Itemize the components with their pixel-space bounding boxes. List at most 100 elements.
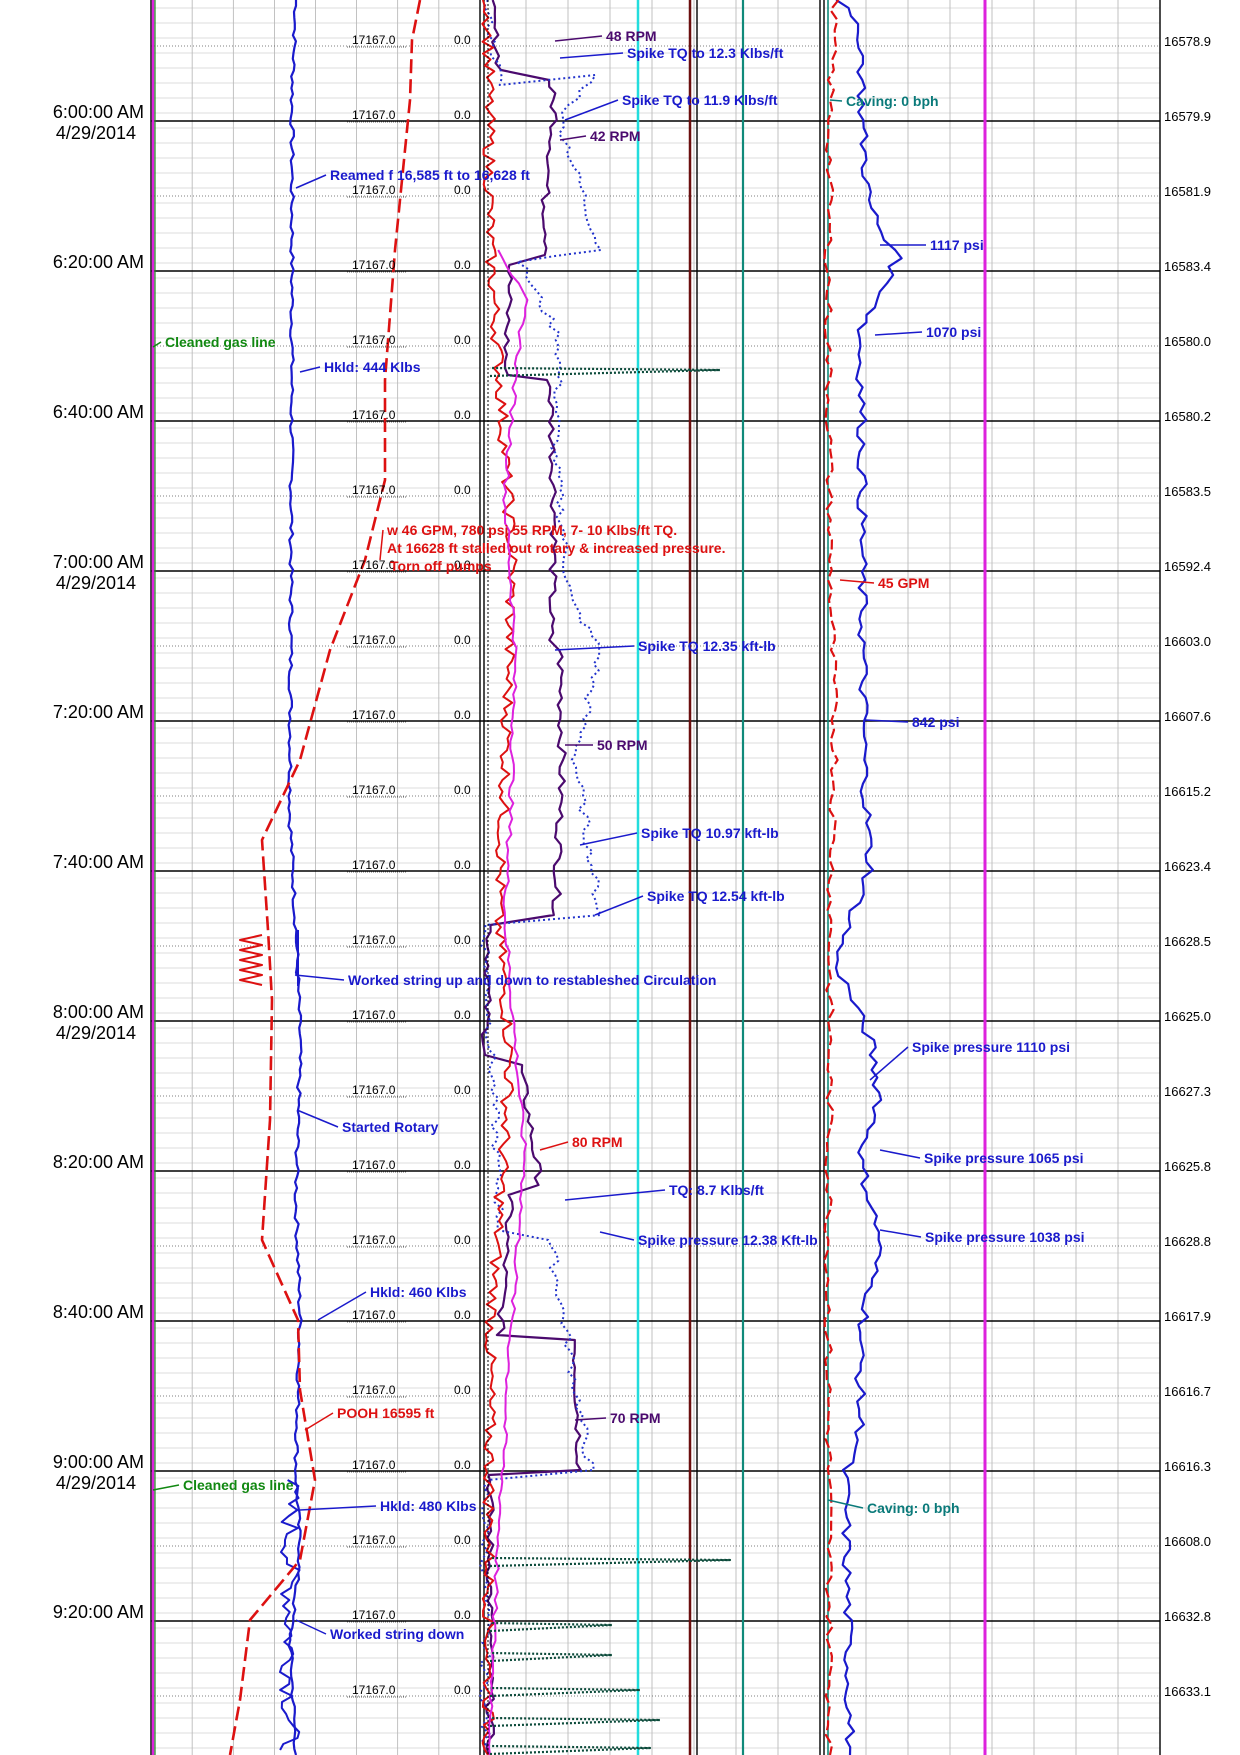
date-tick-label: 4/29/2014: [56, 123, 136, 143]
annotation-label: Worked string down: [330, 1626, 464, 1642]
annotation-leader: [869, 1046, 909, 1081]
bit-depth-label: 17167.0: [352, 258, 396, 272]
rop-label: 0.0: [454, 1308, 471, 1322]
annotation-label: 1117 psi: [930, 237, 984, 253]
annotation-leader: [879, 1149, 921, 1159]
rop-label: 0.0: [454, 633, 471, 647]
bit-depth-label: 17167.0: [352, 33, 396, 47]
annotation-leader: [295, 174, 327, 189]
torque-spike-curve: [479, 0, 603, 1755]
annotation-label: Cleaned gas line: [165, 334, 276, 350]
annotation-leader: [317, 1291, 367, 1321]
annotation-leader: [879, 1229, 922, 1238]
date-tick-label: 4/29/2014: [56, 573, 136, 593]
time-tick-label: 6:00:00 AM: [53, 102, 144, 122]
rop-label: 0.0: [454, 858, 471, 872]
time-tick-label: 8:20:00 AM: [53, 1152, 144, 1172]
rop-label: 0.0: [454, 1608, 471, 1622]
annotation-leader: [299, 1505, 377, 1511]
time-tick-label: 9:00:00 AM: [53, 1452, 144, 1472]
hole-depth-label: 16633.1: [1164, 1684, 1211, 1699]
time-tick-label: 6:20:00 AM: [53, 252, 144, 272]
rop-label: 0.0: [454, 1233, 471, 1247]
annotation-label: 70 RPM: [610, 1410, 661, 1426]
chart-grid: [150, 0, 1161, 1755]
annotation-leader: [594, 895, 644, 916]
bit-depth-label: 17167.0: [352, 1083, 396, 1097]
annotation-label: Spike pressure 1038 psi: [925, 1229, 1085, 1245]
annotation-leader: [296, 1109, 339, 1128]
hole-depth-label: 16628.5: [1164, 934, 1211, 949]
annotation-label: Started Rotary: [342, 1119, 439, 1135]
torque-curve: [480, 0, 582, 1755]
annotation-label: Hkld: 444 Klbs: [324, 359, 421, 375]
rop-label: 0.0: [454, 1458, 471, 1472]
hole-depth-label: 16615.2: [1164, 784, 1211, 799]
annotation-leader: [554, 645, 635, 651]
hole-depth-label: 16581.9: [1164, 184, 1211, 199]
bit-depth-label: 17167.0: [352, 1233, 396, 1247]
bit-depth-label: 17167.0: [352, 1308, 396, 1322]
bit-depth-label: 17167.0: [352, 708, 396, 722]
annotation-leader: [829, 99, 843, 102]
bit-depth-label: 17167.0: [352, 408, 396, 422]
annotation-leader: [299, 366, 321, 373]
rop-label: 0.0: [454, 1383, 471, 1397]
annotation-leader: [152, 1484, 180, 1491]
annotation-label: 50 RPM: [597, 737, 648, 753]
block-height-zigzag: [239, 934, 263, 986]
annotation-leader: [559, 52, 624, 59]
annotation-label: Spike TQ 12.54 kft-lb: [647, 888, 785, 904]
bit-depth-label: 17167.0: [352, 1158, 396, 1172]
gas-spike: [489, 1716, 662, 1728]
rop-label: 0.0: [454, 108, 471, 122]
annotation-leader: [564, 99, 619, 121]
annotation-label: Hkld: 460 Klbs: [370, 1284, 467, 1300]
hole-depth-label: 16603.0: [1164, 634, 1211, 649]
time-tick-label: 7:00:00 AM: [53, 552, 144, 572]
annotation-leader: [295, 1619, 327, 1635]
date-tick-label: 4/29/2014: [56, 1023, 136, 1043]
flow-rate-curve: [823, 0, 840, 1755]
hole-depth-label: 16628.8: [1164, 1234, 1211, 1249]
rop-label: 0.0: [454, 783, 471, 797]
rop-label: 0.0: [454, 183, 471, 197]
time-tick-label: 6:40:00 AM: [53, 402, 144, 422]
annotation-label: POOH 16595 ft: [337, 1405, 435, 1421]
annotation-label: Spike TQ 10.97 kft-lb: [641, 825, 779, 841]
annotation-label: TQ: 8.7 Klbs/ft: [669, 1182, 764, 1198]
bit-depth-label: 17167.0: [352, 1533, 396, 1547]
annotation-label: Spike pressure 1065 psi: [924, 1150, 1084, 1166]
hole-depth-label: 16616.3: [1164, 1459, 1211, 1474]
annotation-leader: [554, 35, 603, 42]
annotation-leader: [559, 135, 587, 141]
annotation-label: w 46 GPM, 780 psi 55 RPM, 7- 10 Klbs/ft …: [386, 522, 677, 538]
rop-label: 0.0: [454, 933, 471, 947]
annotation-leader: [574, 1417, 607, 1421]
rop-label: 0.0: [454, 558, 471, 572]
annotation-leader: [827, 1499, 864, 1509]
annotation-leader: [564, 1189, 666, 1201]
bit-depth-label: 17167.0: [352, 1458, 396, 1472]
annotation-leader: [152, 341, 162, 348]
track2-red-curve: [481, 0, 518, 1755]
gas-spike: [489, 1744, 652, 1755]
rop-label: 0.0: [454, 1158, 471, 1172]
annotation-label: Spike TQ 12.35 kft-lb: [638, 638, 776, 654]
bit-depth-label: 17167.0: [352, 933, 396, 947]
annotation-leader: [294, 974, 345, 981]
annotation-label: 80 RPM: [572, 1134, 623, 1150]
bit-depth-label: 17167.0: [352, 1383, 396, 1397]
date-tick-label: 4/29/2014: [56, 1473, 136, 1493]
block-height-curve: [228, 0, 422, 1755]
hookload-zigzag: [279, 1479, 301, 1751]
rop-label: 0.0: [454, 1083, 471, 1097]
annotation-leader: [599, 1231, 635, 1241]
bit-depth-label: 17167.0: [352, 783, 396, 797]
hole-depth-label: 16607.6: [1164, 709, 1211, 724]
annotation-label: Reamed f 16,585 ft to 16,628 ft: [330, 167, 530, 183]
bit-depth-label: 17167.0: [352, 108, 396, 122]
